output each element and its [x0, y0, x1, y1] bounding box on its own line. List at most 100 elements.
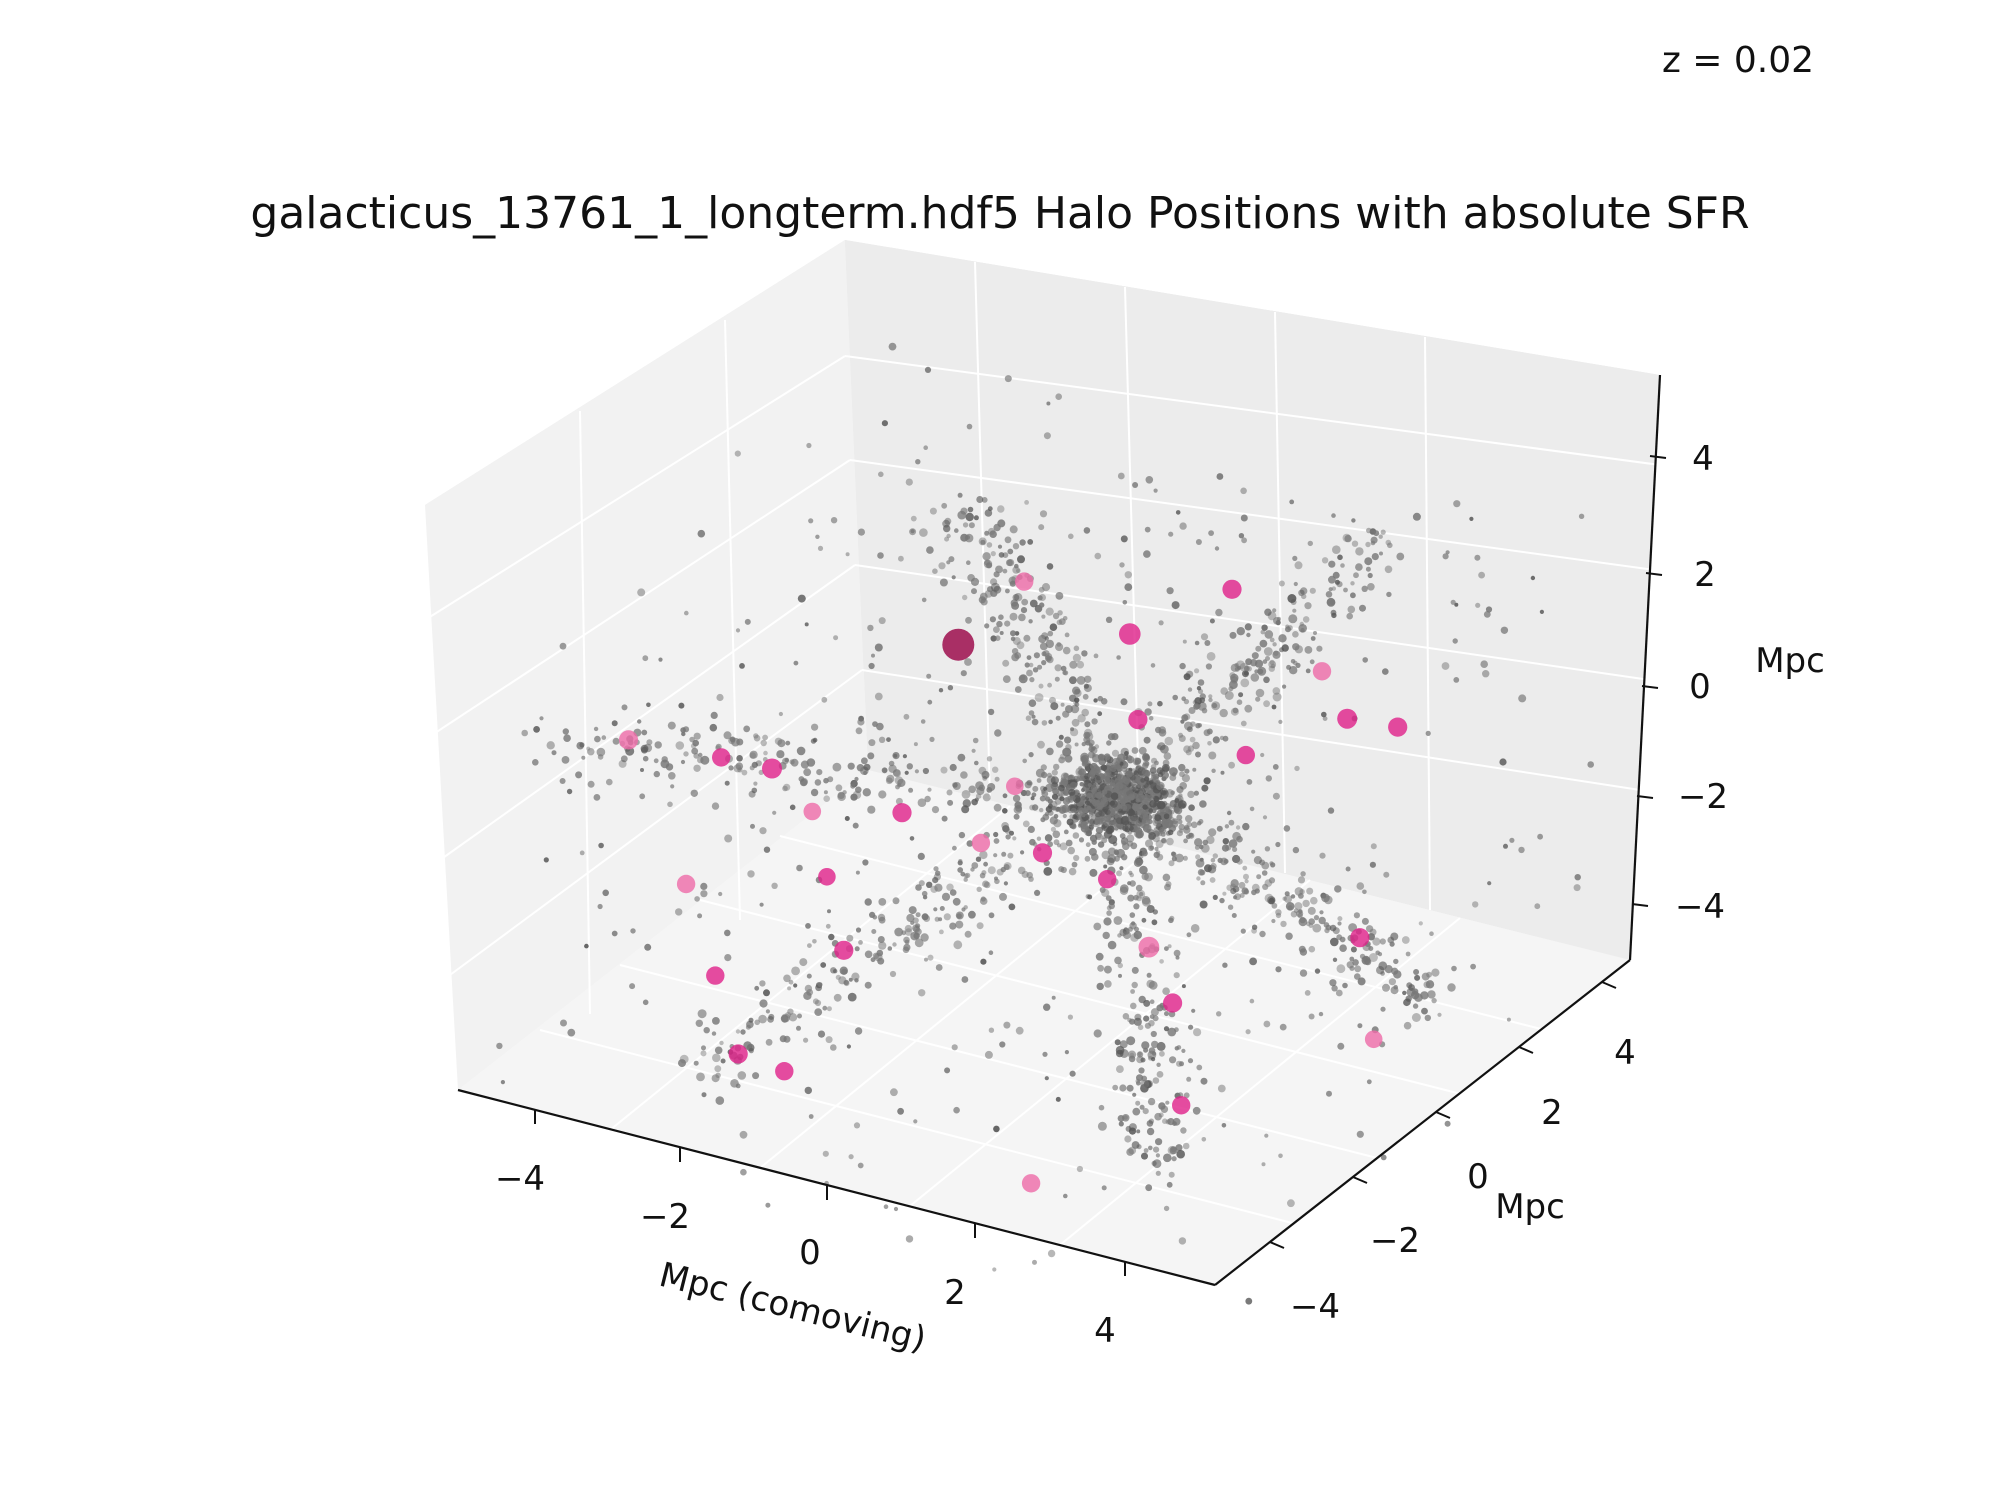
- halo-point: [1472, 901, 1479, 908]
- halo-point: [1163, 813, 1170, 820]
- halo-point: [1342, 533, 1351, 543]
- halo-point: [1165, 881, 1172, 888]
- halo-point: [1083, 731, 1091, 739]
- halo-point: [1275, 966, 1282, 973]
- halo-point: [1183, 1092, 1190, 1099]
- halo-point: [1164, 946, 1169, 951]
- halo-point: [854, 1027, 863, 1035]
- halo-point: [1147, 701, 1153, 707]
- halo-point: [658, 657, 663, 662]
- halo-point: [1084, 675, 1092, 683]
- halo-point: [1273, 617, 1281, 625]
- halo-point: [963, 877, 968, 882]
- halo-point: [924, 366, 932, 373]
- halo-point: [1318, 916, 1326, 925]
- halo-point: [988, 912, 995, 919]
- halo-point: [1088, 743, 1093, 748]
- halo-point: [966, 423, 973, 430]
- halo-point: [1072, 832, 1080, 839]
- halo-point: [1368, 946, 1374, 951]
- halo-point: [743, 1041, 752, 1050]
- halo-point: [1144, 761, 1150, 767]
- halo-point: [1389, 941, 1395, 947]
- halo-point: [1174, 798, 1180, 803]
- halo-point: [1352, 959, 1359, 966]
- halo-point: [1079, 782, 1084, 787]
- halo-point: [1177, 819, 1183, 825]
- halo-point: [810, 788, 819, 797]
- halo-point: [944, 1067, 951, 1074]
- halo-point: [1151, 1040, 1159, 1049]
- halo-point: [1299, 948, 1308, 956]
- halo-point: [805, 923, 811, 929]
- halo-point: [885, 777, 893, 785]
- halo-point: [1423, 981, 1431, 989]
- halo-point: [1031, 792, 1037, 798]
- halo-point: [1200, 633, 1209, 641]
- halo-point: [1130, 1002, 1137, 1010]
- halo-point: [1306, 887, 1314, 895]
- halo-point: [1366, 1079, 1372, 1085]
- halo-point: [1251, 849, 1256, 854]
- halo-point: [858, 940, 863, 945]
- halo-point: [1039, 510, 1048, 518]
- halo-point: [992, 1267, 997, 1272]
- halo-point: [1219, 735, 1225, 741]
- halo-point: [1290, 894, 1296, 899]
- halo-point: [878, 736, 886, 743]
- halo-point: [1133, 1017, 1142, 1026]
- halo-point: [1199, 900, 1208, 909]
- halo-point: [1234, 666, 1240, 672]
- halo-point: [1388, 717, 1408, 737]
- halo-point: [1280, 920, 1287, 928]
- halo-point: [741, 769, 748, 776]
- halo-point: [1152, 776, 1159, 783]
- halo-point: [1031, 718, 1039, 726]
- halo-point: [1159, 787, 1168, 796]
- halo-point: [821, 696, 828, 703]
- halo-point: [593, 794, 601, 801]
- halo-point: [1396, 552, 1405, 561]
- halo-point: [993, 571, 1000, 578]
- halo-point: [1122, 600, 1128, 605]
- halo-point: [1169, 1056, 1177, 1064]
- halo-point: [653, 758, 659, 764]
- halo-point: [1133, 894, 1139, 901]
- halo-point: [889, 970, 897, 978]
- halo-point: [934, 916, 940, 922]
- halo-point: [1014, 801, 1022, 809]
- x-axis-line: [457, 1088, 1216, 1287]
- halo-point: [1062, 646, 1071, 655]
- halo-point: [853, 1122, 861, 1129]
- halo-point: [931, 806, 940, 814]
- halo-point: [1255, 645, 1262, 652]
- halo-point: [1092, 754, 1101, 763]
- halo-point: [1097, 841, 1105, 848]
- halo-point: [1356, 1130, 1364, 1138]
- halo-point: [1065, 796, 1073, 803]
- halo-point: [1153, 1146, 1160, 1153]
- halo-point: [696, 1072, 705, 1082]
- halo-point: [630, 928, 636, 934]
- halo-point: [808, 1114, 814, 1119]
- halo-point: [1192, 767, 1197, 772]
- halo-point: [1168, 1171, 1175, 1178]
- halo-point: [1350, 946, 1357, 953]
- halo-point: [562, 728, 569, 735]
- halo-point: [971, 862, 979, 869]
- halo-point: [830, 517, 838, 524]
- halo-point: [920, 719, 926, 724]
- halo-point: [1153, 488, 1158, 493]
- halo-point: [1211, 702, 1218, 709]
- halo-point: [1090, 815, 1097, 821]
- halo-point: [1131, 781, 1136, 787]
- halo-point: [1530, 575, 1536, 581]
- halo-point: [581, 755, 586, 760]
- halo-point: [915, 459, 921, 465]
- halo-point: [1181, 714, 1189, 722]
- halo-point: [1069, 1070, 1076, 1077]
- halo-point: [700, 882, 708, 891]
- halo-point: [1478, 571, 1485, 579]
- halo-point: [1172, 1096, 1191, 1115]
- halo-point: [1453, 500, 1461, 508]
